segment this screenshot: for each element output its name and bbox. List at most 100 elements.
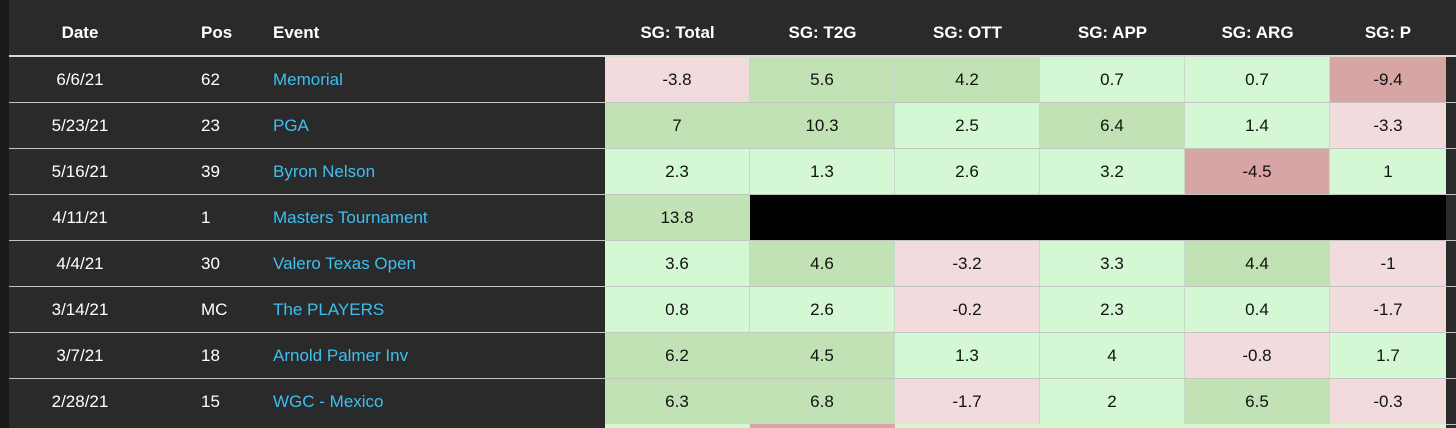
cell-sg-total: 6.3 [605, 379, 750, 424]
row-date: 5/16/21 [51, 161, 109, 181]
cell-sg-arg: -0.8 [1185, 333, 1330, 378]
event-link[interactable]: The PLAYERS [273, 299, 385, 319]
cell-sg-p: 1.7 [1330, 333, 1446, 378]
next-row-strip [9, 424, 1456, 428]
table-header-row: Date Pos Event SG: Total SG: T2G SG: OTT… [9, 10, 1456, 57]
cell-sg-ott: 2.5 [895, 103, 1040, 148]
row-date: 4/4/21 [56, 253, 104, 273]
cell-sg-app: 2 [1040, 379, 1185, 424]
row-date: 5/23/21 [51, 115, 109, 135]
row-pos: 23 [201, 115, 220, 135]
header-sg-p[interactable]: SG: P [1364, 22, 1412, 42]
cell-sg-p: 1 [1330, 149, 1446, 194]
table-row: 4/11/21 1 Masters Tournament 13.8 [9, 195, 1456, 241]
event-link[interactable]: Arnold Palmer Inv [273, 345, 409, 365]
row-date: 3/7/21 [56, 345, 104, 365]
cell-sg-ott: 1.3 [895, 333, 1040, 378]
cell-sg-app: 4 [1040, 333, 1185, 378]
cell-sg-t2g: 5.6 [750, 57, 895, 102]
cell-sg-ott: -1.7 [895, 379, 1040, 424]
row-date: 4/11/21 [52, 207, 108, 227]
row-pos: MC [201, 299, 228, 319]
next-row-strip-cell [9, 424, 151, 428]
next-row-strip-cell [1185, 424, 1330, 428]
header-sg-arg[interactable]: SG: ARG [1221, 22, 1294, 42]
row-event-cell: Memorial [273, 57, 605, 102]
row-pos: 18 [201, 345, 220, 365]
table-row: 5/23/21 23 PGA 7 10.3 2.5 6.4 1.4 -3.3 [9, 103, 1456, 149]
row-date: 6/6/21 [56, 69, 104, 89]
row-pos: 39 [201, 161, 220, 181]
cell-sg-t2g: 10.3 [750, 103, 895, 148]
row-event-cell: WGC - Mexico [273, 379, 605, 424]
row-event-cell: The PLAYERS [273, 287, 605, 332]
table-row: 3/14/21 MC The PLAYERS 0.8 2.6 -0.2 2.3 0.4 -1.7 [9, 287, 1456, 333]
table-row: 5/16/21 39 Byron Nelson 2.3 1.3 2.6 3.2 -4.5 1 [9, 149, 1456, 195]
cell-sg-arg: 0.4 [1185, 287, 1330, 332]
cell-sg-p: -3.3 [1330, 103, 1446, 148]
next-row-strip-cell [605, 424, 750, 428]
cell-sg-app: 6.4 [1040, 103, 1185, 148]
header-sg-app[interactable]: SG: APP [1077, 22, 1148, 42]
cell-sg-p: -0.3 [1330, 379, 1446, 424]
cell-sg-ott: -0.2 [895, 287, 1040, 332]
header-sg-t2g[interactable]: SG: T2G [788, 22, 857, 42]
row-pos: 30 [201, 253, 220, 273]
cell-sg-arg: 6.5 [1185, 379, 1330, 424]
row-date: 3/14/21 [51, 299, 109, 319]
left-edge [0, 0, 9, 428]
header-sg-total[interactable]: SG: Total [640, 22, 715, 42]
event-link[interactable]: Valero Texas Open [273, 253, 417, 273]
next-row-strip-cell [1330, 424, 1446, 428]
event-link[interactable]: Memorial [273, 69, 343, 89]
cell-sg-app: 0.7 [1040, 57, 1185, 102]
cell-sg-t2g: 4.6 [750, 241, 895, 286]
header-sg-ott[interactable]: SG: OTT [933, 22, 1002, 42]
cell-sg-p [1330, 195, 1446, 240]
cell-sg-total: 0.8 [605, 287, 750, 332]
event-link[interactable]: PGA [273, 115, 309, 135]
cell-sg-t2g [750, 195, 895, 240]
cell-sg-arg: 4.4 [1185, 241, 1330, 286]
cell-sg-ott [895, 195, 1040, 240]
cell-sg-arg: 0.7 [1185, 57, 1330, 102]
cell-sg-arg: 1.4 [1185, 103, 1330, 148]
cell-sg-t2g: 4.5 [750, 333, 895, 378]
row-event-cell: PGA [273, 103, 605, 148]
event-link[interactable]: Byron Nelson [273, 161, 376, 181]
header-pos[interactable]: Pos [201, 22, 233, 42]
cell-sg-app [1040, 195, 1185, 240]
table-row: 6/6/21 62 Memorial -3.8 5.6 4.2 0.7 0.7 -9.4 [9, 57, 1456, 103]
row-pos: 62 [201, 69, 220, 89]
cell-sg-p: -1.7 [1330, 287, 1446, 332]
cell-sg-total: 7 [605, 103, 750, 148]
cell-sg-total: 13.8 [605, 195, 750, 240]
cell-sg-total: 2.3 [605, 149, 750, 194]
cell-sg-total: 6.2 [605, 333, 750, 378]
event-link[interactable]: WGC - Mexico [273, 391, 384, 411]
event-link[interactable]: Masters Tournament [273, 207, 428, 227]
cell-sg-t2g: 6.8 [750, 379, 895, 424]
cell-sg-t2g: 1.3 [750, 149, 895, 194]
cell-sg-p: -9.4 [1330, 57, 1446, 102]
cell-sg-app: 3.2 [1040, 149, 1185, 194]
cell-sg-app: 2.3 [1040, 287, 1185, 332]
row-event-cell: Arnold Palmer Inv [273, 333, 605, 378]
table-body: 6/6/21 62 Memorial -3.8 5.6 4.2 0.7 0.7 -9.4 5/23… [9, 57, 1456, 425]
table-row: 2/28/21 15 WGC - Mexico 6.3 6.8 -1.7 2 6.5 -0.3 [9, 379, 1456, 425]
header-date[interactable]: Date [61, 22, 99, 42]
cell-sg-total: -3.8 [605, 57, 750, 102]
row-pos: 15 [201, 391, 220, 411]
cell-sg-total: 3.6 [605, 241, 750, 286]
next-row-strip-cell [151, 424, 273, 428]
row-event-cell: Byron Nelson [273, 149, 605, 194]
header-event[interactable]: Event [273, 22, 320, 42]
row-event-cell: Valero Texas Open [273, 241, 605, 286]
next-row-strip-cell [273, 424, 605, 428]
table-row: 3/7/21 18 Arnold Palmer Inv 6.2 4.5 1.3 4 -0.8 1… [9, 333, 1456, 379]
next-row-strip-cell [750, 424, 895, 428]
row-event-cell: Masters Tournament [273, 195, 605, 240]
cell-sg-ott: -3.2 [895, 241, 1040, 286]
cell-sg-p: -1 [1330, 241, 1446, 286]
